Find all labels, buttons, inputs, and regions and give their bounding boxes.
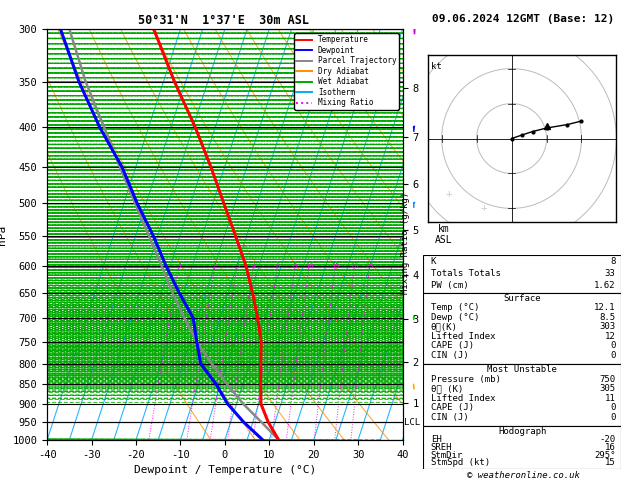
Text: 12: 12: [604, 332, 616, 341]
Text: CIN (J): CIN (J): [431, 413, 468, 422]
Text: 0: 0: [610, 351, 616, 360]
Text: 8: 8: [610, 257, 616, 266]
Text: kt: kt: [431, 62, 442, 70]
Text: 2: 2: [213, 262, 217, 269]
Text: 10: 10: [305, 262, 313, 269]
Text: 8.5: 8.5: [599, 313, 616, 322]
Y-axis label: hPa: hPa: [0, 225, 7, 244]
Text: PW (cm): PW (cm): [431, 281, 468, 290]
Text: 25: 25: [365, 262, 374, 269]
Text: 750: 750: [599, 375, 616, 384]
Text: SREH: SREH: [431, 443, 452, 452]
Text: 6: 6: [276, 262, 280, 269]
Text: Lifted Index: Lifted Index: [431, 394, 495, 403]
Text: -20: -20: [599, 435, 616, 444]
Text: Totals Totals: Totals Totals: [431, 269, 501, 278]
Text: 0: 0: [610, 341, 616, 350]
Text: 15: 15: [331, 262, 340, 269]
Bar: [423, 293, 621, 364]
Text: Surface: Surface: [503, 294, 541, 303]
X-axis label: Dewpoint / Temperature (°C): Dewpoint / Temperature (°C): [134, 465, 316, 475]
Text: 303: 303: [599, 322, 616, 331]
Text: 3: 3: [235, 262, 240, 269]
Text: 16: 16: [604, 443, 616, 452]
Text: Mixing Ratio (g/kg): Mixing Ratio (g/kg): [401, 192, 409, 294]
Text: StmDir: StmDir: [431, 451, 463, 460]
Text: +: +: [445, 190, 452, 199]
Legend: Temperature, Dewpoint, Parcel Trajectory, Dry Adiabat, Wet Adiabat, Isotherm, Mi: Temperature, Dewpoint, Parcel Trajectory…: [294, 33, 399, 110]
Text: 1: 1: [177, 262, 181, 269]
Text: 295°: 295°: [594, 451, 616, 460]
Text: Pressure (mb): Pressure (mb): [431, 375, 501, 384]
Text: © weatheronline.co.uk: © weatheronline.co.uk: [467, 471, 580, 480]
Bar: [423, 364, 621, 426]
Y-axis label: km
ASL: km ASL: [435, 224, 452, 245]
Text: Hodograph: Hodograph: [498, 427, 546, 436]
Text: 0: 0: [610, 403, 616, 413]
Text: 305: 305: [599, 384, 616, 393]
Text: K: K: [431, 257, 436, 266]
Text: Most Unstable: Most Unstable: [487, 365, 557, 374]
Text: 33: 33: [604, 269, 616, 278]
Text: Temp (°C): Temp (°C): [431, 303, 479, 312]
Text: LCL: LCL: [404, 418, 420, 427]
Text: θᴇ (K): θᴇ (K): [431, 384, 463, 393]
Text: 15: 15: [604, 458, 616, 468]
Text: CIN (J): CIN (J): [431, 351, 468, 360]
Text: CAPE (J): CAPE (J): [431, 341, 474, 350]
Text: EH: EH: [431, 435, 442, 444]
Text: Lifted Index: Lifted Index: [431, 332, 495, 341]
Text: 50°31'N  1°37'E  30m ASL: 50°31'N 1°37'E 30m ASL: [138, 14, 309, 27]
Text: +: +: [481, 204, 487, 213]
Text: 09.06.2024 12GMT (Base: 12): 09.06.2024 12GMT (Base: 12): [432, 14, 615, 24]
Text: 20: 20: [350, 262, 359, 269]
Text: θᴇ(K): θᴇ(K): [431, 322, 457, 331]
Bar: [423, 255, 621, 293]
Bar: [423, 426, 621, 469]
Text: 11: 11: [604, 394, 616, 403]
Text: 4: 4: [252, 262, 256, 269]
Text: CAPE (J): CAPE (J): [431, 403, 474, 413]
Text: Dewp (°C): Dewp (°C): [431, 313, 479, 322]
Text: StmSpd (kt): StmSpd (kt): [431, 458, 490, 468]
Text: 1.62: 1.62: [594, 281, 616, 290]
Text: 8: 8: [293, 262, 297, 269]
Text: 12.1: 12.1: [594, 303, 616, 312]
Text: 0: 0: [610, 413, 616, 422]
